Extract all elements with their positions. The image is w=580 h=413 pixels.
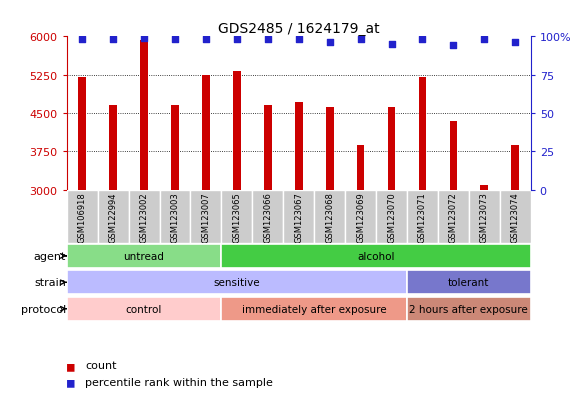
Bar <box>314 190 345 243</box>
Text: alcohol: alcohol <box>357 251 395 261</box>
Text: GSM123069: GSM123069 <box>356 192 365 242</box>
Bar <box>67 297 222 321</box>
Text: GSM123073: GSM123073 <box>480 191 489 242</box>
Text: ■: ■ <box>67 375 74 389</box>
Bar <box>109 106 117 190</box>
Point <box>387 42 396 48</box>
Bar <box>222 297 407 321</box>
Text: immediately after exposure: immediately after exposure <box>242 304 386 314</box>
Bar <box>160 190 190 243</box>
Bar <box>500 190 531 243</box>
Bar <box>67 190 97 243</box>
Bar <box>67 271 407 295</box>
Bar <box>233 72 241 190</box>
Text: untread: untread <box>124 251 165 261</box>
Text: sensitive: sensitive <box>213 278 260 287</box>
Text: GSM123068: GSM123068 <box>325 191 334 242</box>
Bar <box>480 186 488 190</box>
Point <box>263 37 273 43</box>
Bar <box>450 121 457 190</box>
Point <box>108 37 118 43</box>
Text: strain: strain <box>34 278 66 287</box>
Bar <box>264 106 271 190</box>
Text: GSM123002: GSM123002 <box>140 192 148 242</box>
Bar <box>512 146 519 190</box>
Point <box>325 40 334 47</box>
Text: GSM123067: GSM123067 <box>294 191 303 242</box>
Point <box>139 36 148 42</box>
Text: count: count <box>85 361 117 370</box>
Title: GDS2485 / 1624179_at: GDS2485 / 1624179_at <box>218 22 379 36</box>
Bar <box>222 190 252 243</box>
Text: GSM123003: GSM123003 <box>171 192 179 242</box>
Point <box>171 37 180 43</box>
Bar <box>295 102 303 190</box>
Bar <box>357 146 364 190</box>
Bar <box>407 297 531 321</box>
Bar <box>252 190 283 243</box>
Text: GSM123066: GSM123066 <box>263 191 272 242</box>
Point <box>356 37 365 43</box>
Bar <box>469 190 500 243</box>
Bar <box>419 78 426 190</box>
Point <box>418 37 427 43</box>
Bar <box>171 106 179 190</box>
Bar <box>438 190 469 243</box>
Text: GSM123074: GSM123074 <box>511 192 520 242</box>
Bar <box>283 190 314 243</box>
Text: control: control <box>126 304 162 314</box>
Bar <box>326 108 334 190</box>
Bar <box>387 108 396 190</box>
Text: GSM123007: GSM123007 <box>201 192 211 242</box>
Point <box>510 40 520 47</box>
Bar <box>202 76 210 190</box>
Text: GSM123070: GSM123070 <box>387 192 396 242</box>
Text: percentile rank within the sample: percentile rank within the sample <box>85 377 273 387</box>
Text: ■: ■ <box>67 359 74 372</box>
Text: agent: agent <box>34 251 66 261</box>
Bar <box>78 78 86 190</box>
Text: 2 hours after exposure: 2 hours after exposure <box>409 304 528 314</box>
Text: GSM123072: GSM123072 <box>449 192 458 242</box>
Point <box>201 37 211 43</box>
Bar <box>97 190 129 243</box>
Point <box>480 37 489 43</box>
Bar <box>129 190 160 243</box>
Text: GSM106918: GSM106918 <box>78 192 86 242</box>
Point <box>449 43 458 50</box>
Bar <box>222 244 531 268</box>
Text: tolerant: tolerant <box>448 278 490 287</box>
Bar <box>345 190 376 243</box>
Bar <box>190 190 222 243</box>
Point <box>294 37 303 43</box>
Bar <box>376 190 407 243</box>
Text: GSM123071: GSM123071 <box>418 192 427 242</box>
Text: protocol: protocol <box>21 304 66 314</box>
Text: GSM122994: GSM122994 <box>108 192 118 242</box>
Bar <box>140 41 148 190</box>
Bar <box>407 190 438 243</box>
Point <box>78 37 87 43</box>
Bar <box>407 271 531 295</box>
Point <box>232 37 241 43</box>
Bar <box>67 244 222 268</box>
Text: GSM123065: GSM123065 <box>233 192 241 242</box>
